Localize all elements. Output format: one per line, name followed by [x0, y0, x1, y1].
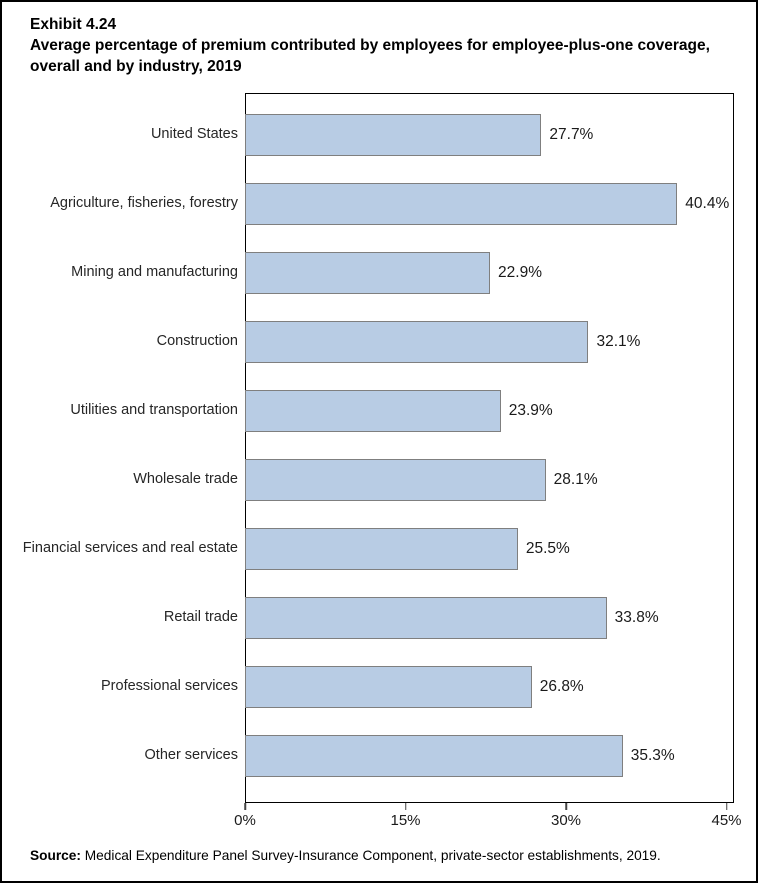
- bar: [245, 320, 589, 363]
- bar-row: Agriculture, fisheries, forestry 40.4%: [2, 169, 756, 238]
- value-label: 33.8%: [614, 608, 659, 626]
- source-label: Source:: [30, 848, 81, 863]
- category-label: Wholesale trade: [133, 471, 238, 488]
- bar: [245, 251, 491, 294]
- bar-track: 26.8%: [245, 665, 756, 708]
- exhibit-number: Exhibit 4.24: [30, 16, 117, 33]
- category-label: Mining and manufacturing: [71, 264, 238, 281]
- x-axis-tick: [244, 803, 246, 810]
- bar: [245, 527, 518, 570]
- category-label: United States: [150, 126, 238, 143]
- source-note: Source: Medical Expenditure Panel Survey…: [30, 848, 661, 863]
- category-label: Financial services and real estate: [22, 540, 238, 557]
- bar-track: 27.7%: [245, 113, 756, 156]
- bar: [245, 389, 501, 432]
- bar-row: Wholesale trade 28.1%: [2, 445, 756, 514]
- bar-track: 40.4%: [245, 182, 756, 225]
- category-label: Utilities and transportation: [70, 402, 238, 419]
- value-label: 22.9%: [498, 263, 542, 281]
- bar: [245, 596, 607, 639]
- bar-row: Utilities and transportation 23.9%: [2, 376, 756, 445]
- bar-track: 22.9%: [245, 251, 756, 294]
- value-label: 28.1%: [553, 470, 598, 488]
- value-label: 35.3%: [630, 746, 675, 764]
- bar-row: United States 27.7%: [2, 100, 756, 169]
- chart-area: United States 27.7% Agriculture, fisheries…: [2, 93, 756, 829]
- bar-row: Retail trade 33.8%: [2, 583, 756, 652]
- value-label: 32.1%: [596, 332, 641, 350]
- value-label: 23.9%: [508, 401, 553, 419]
- x-axis-tick-label: 0%: [234, 812, 256, 829]
- category-label: Professional services: [101, 678, 238, 695]
- bar-rows: United States 27.7% Agriculture, fisheries…: [2, 93, 756, 790]
- bar-track: 23.9%: [245, 389, 756, 432]
- value-label: 27.7%: [549, 125, 594, 143]
- x-axis-tick-label: 45%: [711, 812, 742, 829]
- bar-row: Financial services and real estate 25.5%: [2, 514, 756, 583]
- bar-track: 25.5%: [245, 527, 756, 570]
- x-axis-tick: [404, 803, 407, 810]
- source-text: Medical Expenditure Panel Survey-Insuran…: [80, 848, 661, 863]
- bar-track: 35.3%: [245, 734, 756, 777]
- x-axis-tick: [725, 803, 728, 810]
- x-axis-tick-label: 15%: [390, 812, 421, 829]
- chart-title-line2: overall and by industry, 2019: [30, 58, 242, 75]
- bar-row: Other services 35.3%: [2, 721, 756, 790]
- chart-title: Exhibit 4.24 Average percentage of premi…: [30, 14, 740, 77]
- value-label: 40.4%: [685, 194, 730, 212]
- chart-title-line1: Average percentage of premium contribute…: [30, 37, 710, 54]
- bar-row: Mining and manufacturing 22.9%: [2, 238, 756, 307]
- bar-row: Professional services 26.8%: [2, 652, 756, 721]
- bar-track: 32.1%: [245, 320, 756, 363]
- bar-row: Construction 32.1%: [2, 307, 756, 376]
- category-label: Retail trade: [163, 609, 238, 626]
- bar-track: 28.1%: [245, 458, 756, 501]
- category-label: Other services: [144, 747, 238, 764]
- bar: [245, 734, 623, 777]
- category-label: Agriculture, fisheries, forestry: [50, 195, 238, 212]
- x-axis-tick-label: 30%: [550, 812, 582, 829]
- value-label: 25.5%: [525, 539, 570, 557]
- x-axis-tick: [565, 803, 567, 810]
- category-label: Construction: [156, 333, 238, 350]
- bar: [245, 458, 546, 501]
- bar-track: 33.8%: [245, 596, 756, 639]
- bar: [245, 182, 678, 225]
- value-label: 26.8%: [539, 677, 584, 695]
- bar: [245, 665, 532, 708]
- bar: [245, 113, 542, 156]
